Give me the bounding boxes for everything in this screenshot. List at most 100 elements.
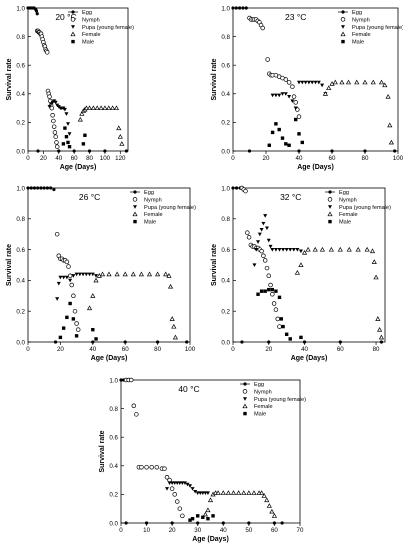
nymph-point — [290, 84, 295, 89]
legend-female-marker — [242, 403, 248, 409]
pupa-point — [64, 112, 69, 116]
egg-point — [170, 521, 174, 525]
female-point — [301, 249, 308, 255]
nymph-point — [246, 235, 252, 240]
pupa-point — [298, 249, 303, 254]
nymph-point — [291, 94, 297, 99]
pupa-point — [193, 489, 198, 494]
male-point — [63, 126, 67, 130]
egg-point — [119, 378, 123, 382]
female-point — [172, 334, 179, 340]
nymph-point — [259, 248, 264, 254]
egg-point — [221, 521, 225, 525]
male-point — [65, 315, 69, 320]
x-tick-label: 40 — [89, 346, 96, 353]
legend-egg-marker — [341, 10, 345, 14]
pupa-point — [280, 92, 285, 96]
egg-point — [39, 186, 43, 190]
female-point — [122, 271, 128, 277]
y-tick-label: 1.0 — [221, 185, 230, 192]
male-point — [67, 145, 72, 149]
legend-female-label: Female — [82, 32, 101, 38]
egg-point — [49, 186, 53, 190]
pupa-point — [287, 95, 292, 99]
y-tick-label: 1.0 — [16, 5, 25, 12]
y-tick-label: 0.4 — [16, 91, 25, 98]
pupa-point — [90, 272, 95, 277]
egg-point — [196, 521, 200, 525]
series-nymph — [34, 28, 60, 149]
y-tick-label: 1.0 — [16, 185, 25, 192]
nymph-point — [52, 130, 58, 135]
legend-pupa-label: Pupa (young female) — [82, 25, 134, 31]
x-tick-label: 60 — [71, 155, 78, 162]
egg-point — [35, 12, 39, 16]
pupa-point — [56, 281, 61, 286]
y-tick-label: 0.6 — [16, 247, 25, 254]
female-point — [167, 283, 174, 289]
pupa-point — [291, 248, 296, 252]
male-point — [74, 334, 79, 338]
nymph-point — [139, 464, 144, 470]
legend-nymph-marker — [242, 389, 248, 394]
female-point — [86, 305, 93, 311]
pupa-point — [84, 272, 89, 277]
egg-point — [29, 186, 33, 190]
y-axis-label: Survival rate — [211, 58, 218, 100]
female-point — [241, 490, 247, 495]
pupa-point — [320, 83, 325, 88]
pupa-point — [167, 481, 172, 485]
series-male — [267, 117, 304, 147]
male-point — [297, 132, 301, 136]
series-pupa — [55, 272, 99, 301]
y-tick-label: 0.6 — [109, 435, 118, 442]
egg-point — [272, 521, 277, 525]
male-point — [58, 335, 63, 340]
pupa-point — [188, 484, 193, 488]
x-tick-label: 0 — [26, 346, 30, 353]
series-male — [58, 301, 98, 341]
legend-male-marker — [133, 219, 137, 224]
series-nymph — [123, 377, 185, 519]
egg-point — [144, 521, 149, 525]
male-point — [299, 335, 303, 340]
pupa-point — [195, 491, 200, 495]
female-point — [259, 490, 265, 495]
chart-panel-p40: 0.0 0.2 0.4 0.6 0.8 1.0 0 10 20 30 40 50 60 70 Age (Da… — [99, 377, 306, 543]
nymph-point — [47, 94, 52, 99]
female-point — [86, 105, 93, 111]
female-point — [332, 79, 338, 85]
nymph-point — [260, 25, 265, 31]
male-point — [61, 326, 66, 330]
female-point — [225, 490, 231, 495]
pupa-point — [172, 481, 177, 485]
y-tick-label: 0.0 — [221, 148, 230, 155]
legend-nymph-marker — [132, 197, 138, 202]
x-tick-label: 40 — [220, 527, 227, 534]
egg-point — [72, 149, 76, 153]
nymph-point — [266, 273, 272, 279]
legend-pupa-label: Pupa (young female) — [144, 205, 196, 211]
nymph-point — [277, 324, 282, 329]
y-tick-label: 0.4 — [221, 91, 230, 98]
female-point — [319, 246, 326, 252]
pupa-point — [177, 481, 182, 485]
male-point — [288, 337, 292, 341]
nymph-point — [64, 259, 70, 265]
nymph-point — [177, 506, 183, 511]
pupa-point — [180, 481, 185, 485]
series-egg — [26, 186, 189, 344]
panel-temperature: 32 °C — [280, 192, 301, 202]
x-tick-label: 80 — [362, 155, 369, 162]
female-point — [163, 271, 169, 277]
nymph-point — [245, 230, 250, 235]
legend-nymph-marker — [70, 17, 76, 22]
nymph-point — [66, 264, 71, 269]
male-point — [259, 289, 264, 293]
y-tick-label: 0.8 — [16, 216, 25, 223]
legend-male-marker — [71, 39, 75, 44]
female-point — [166, 273, 172, 278]
series-nymph — [247, 15, 302, 119]
legend-female-label: Female — [144, 212, 163, 218]
